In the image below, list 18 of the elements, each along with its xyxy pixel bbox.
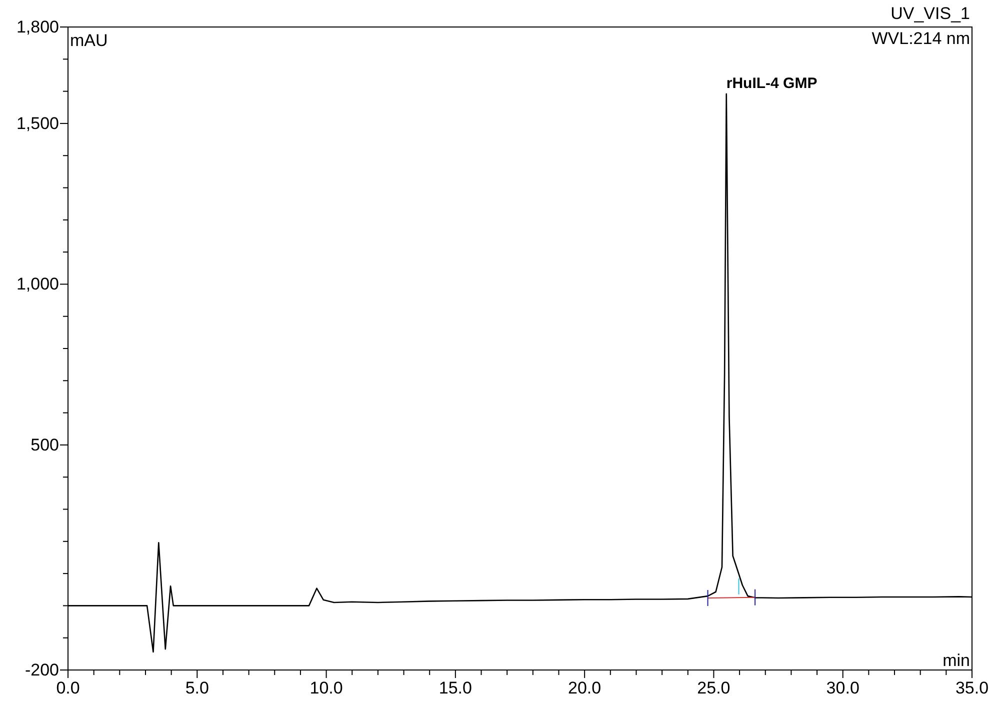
x-tick-label: 15.0	[438, 678, 472, 698]
x-tick-label: 25.0	[697, 678, 730, 698]
y-tick-label: 1,500	[16, 114, 59, 133]
y-axis-title: mAU	[70, 31, 108, 50]
y-tick-label: 500	[30, 435, 59, 454]
y-tick-label: 1,000	[16, 274, 59, 294]
x-axis-title: min	[942, 651, 970, 670]
x-tick-label: 30.0	[826, 678, 860, 698]
x-tick-label: 5.0	[185, 678, 209, 698]
y-tick-label: 1,800	[16, 17, 59, 36]
annotation: rHuIL-4 GMP	[726, 74, 818, 92]
x-tick-label: 10.0	[310, 678, 343, 698]
x-tick-label: 35.0	[955, 678, 989, 698]
x-tick-label: 0.0	[56, 678, 80, 698]
chart-subtitle: WVL:214 nm	[872, 29, 970, 48]
chart-title: UV_VIS_1	[890, 4, 970, 23]
y-tick-label: -200	[24, 660, 59, 680]
x-tick-label: 20.0	[568, 678, 602, 698]
